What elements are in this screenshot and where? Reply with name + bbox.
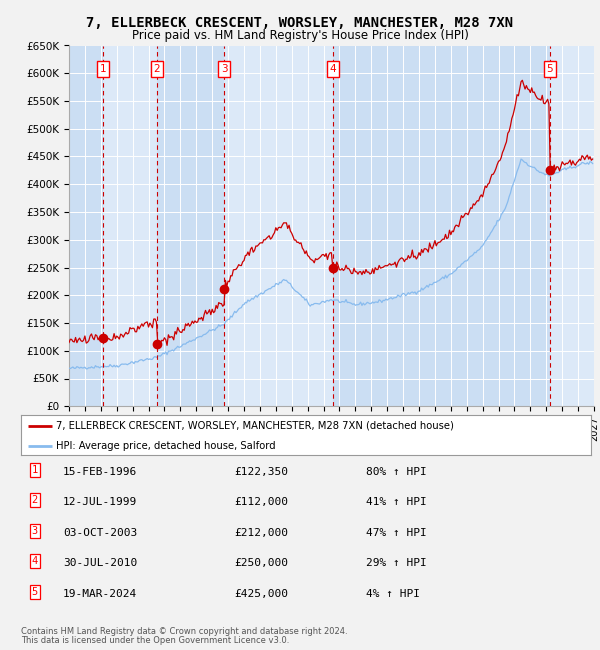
- Text: £212,000: £212,000: [234, 528, 288, 538]
- Text: This data is licensed under the Open Government Licence v3.0.: This data is licensed under the Open Gov…: [21, 636, 289, 645]
- Text: 4% ↑ HPI: 4% ↑ HPI: [366, 589, 420, 599]
- Text: 7, ELLERBECK CRESCENT, WORSLEY, MANCHESTER, M28 7XN: 7, ELLERBECK CRESCENT, WORSLEY, MANCHEST…: [86, 16, 514, 31]
- Text: 41% ↑ HPI: 41% ↑ HPI: [366, 497, 427, 507]
- Text: 1: 1: [32, 465, 38, 474]
- Text: 30-JUL-2010: 30-JUL-2010: [63, 558, 137, 568]
- Bar: [157, 46, 224, 406]
- Text: 5: 5: [547, 64, 553, 74]
- Text: £112,000: £112,000: [234, 497, 288, 507]
- Text: 3: 3: [32, 526, 38, 536]
- Text: 47% ↑ HPI: 47% ↑ HPI: [366, 528, 427, 538]
- Text: £250,000: £250,000: [234, 558, 288, 568]
- Text: 2: 2: [154, 64, 160, 74]
- Text: 19-MAR-2024: 19-MAR-2024: [63, 589, 137, 599]
- Text: 29% ↑ HPI: 29% ↑ HPI: [366, 558, 427, 568]
- Text: 15-FEB-1996: 15-FEB-1996: [63, 467, 137, 476]
- Text: 4: 4: [329, 64, 336, 74]
- Text: 80% ↑ HPI: 80% ↑ HPI: [366, 467, 427, 476]
- Text: 2: 2: [32, 495, 38, 505]
- Bar: [332, 46, 550, 406]
- Text: £425,000: £425,000: [234, 589, 288, 599]
- Text: 7, ELLERBECK CRESCENT, WORSLEY, MANCHESTER, M28 7XN (detached house): 7, ELLERBECK CRESCENT, WORSLEY, MANCHEST…: [56, 421, 454, 431]
- Text: Price paid vs. HM Land Registry's House Price Index (HPI): Price paid vs. HM Land Registry's House …: [131, 29, 469, 42]
- Text: 12-JUL-1999: 12-JUL-1999: [63, 497, 137, 507]
- Text: 1: 1: [100, 64, 106, 74]
- Text: HPI: Average price, detached house, Salford: HPI: Average price, detached house, Salf…: [56, 441, 276, 451]
- Text: Contains HM Land Registry data © Crown copyright and database right 2024.: Contains HM Land Registry data © Crown c…: [21, 627, 347, 636]
- Text: 03-OCT-2003: 03-OCT-2003: [63, 528, 137, 538]
- Text: 3: 3: [221, 64, 227, 74]
- Text: £122,350: £122,350: [234, 467, 288, 476]
- Text: 4: 4: [32, 556, 38, 566]
- Bar: [69, 46, 103, 406]
- Text: 5: 5: [32, 587, 38, 597]
